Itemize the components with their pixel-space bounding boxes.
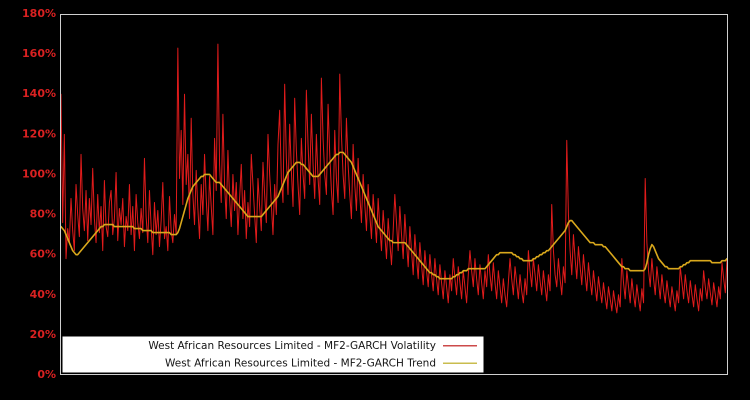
legend-background: [62, 336, 484, 373]
y-axis-tick-label: 20%: [30, 328, 56, 341]
y-axis-tick-label: 180%: [22, 7, 56, 20]
y-axis-tick-label: 120%: [22, 127, 56, 140]
y-axis-tick-label: 80%: [30, 208, 56, 221]
y-axis-tick-labels: 0% 20% 40% 60% 80% 100% 120% 140% 160% 180%: [22, 7, 56, 381]
legend-entry-label: West African Resources Limited - MF2-GAR…: [148, 340, 436, 352]
series-line-volatility: [60, 43, 728, 314]
chart-legend[interactable]: West African Resources Limited - MF2-GAR…: [62, 336, 484, 373]
plot-area-background: [60, 14, 728, 375]
legend-entry-label: West African Resources Limited - MF2-GAR…: [165, 357, 436, 369]
y-axis-tick-label: 40%: [30, 288, 56, 301]
y-axis-tick-label: 140%: [22, 87, 56, 100]
y-axis-tick-label: 100%: [22, 167, 56, 180]
y-axis-tick-label: 160%: [22, 47, 56, 60]
series-line-trend: [60, 151, 728, 280]
y-axis-tick-label: 60%: [30, 248, 56, 261]
y-axis-tick-label: 0%: [37, 368, 56, 381]
plot-area-frame: [60, 14, 728, 375]
chart-series-layer: [60, 43, 728, 314]
